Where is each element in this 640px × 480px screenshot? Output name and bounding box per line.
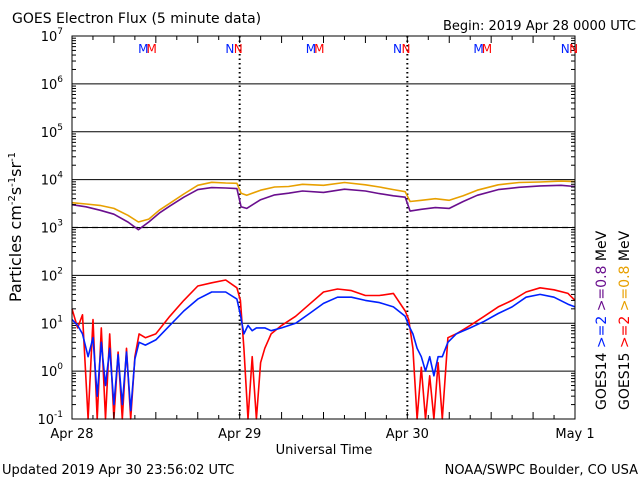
y-tick-exponent: 4	[57, 171, 63, 181]
y-tick-label: 101	[41, 314, 63, 332]
x-tick-label: Apr 28	[50, 427, 93, 442]
y-tick-exponent: 7	[57, 27, 63, 37]
event-marker: M	[306, 42, 316, 56]
event-marker: N	[225, 42, 234, 56]
event-marker: N	[234, 42, 243, 56]
event-marker: N	[401, 42, 410, 56]
credit: NOAA/SWPC Boulder, CO USA	[445, 463, 638, 478]
event-marker: M	[314, 42, 324, 56]
legend-item: GOES15	[617, 353, 633, 410]
event-marker: M	[482, 42, 492, 56]
y-axis-label-part: -1	[7, 177, 18, 187]
x-axis-ticks: Apr 28 Apr 29 Apr 30 May 1	[50, 36, 595, 442]
y-tick-label: 106	[41, 75, 64, 93]
series-line	[71, 291, 576, 412]
updated-time: Updated 2019 Apr 30 23:56:02 UTC	[2, 463, 234, 478]
y-axis-label-part: -2	[7, 195, 18, 205]
y-tick-label: 107	[41, 27, 63, 45]
event-marker: N	[561, 42, 570, 56]
y-tick-exponent: 6	[57, 75, 63, 85]
y-tick-exponent: -1	[54, 410, 63, 420]
legend-item: >=0.8	[594, 266, 610, 316]
y-axis-label-part: sr	[6, 162, 25, 177]
event-marker: M	[473, 42, 483, 56]
y-axis-label-part: -1	[7, 152, 18, 162]
begin-time: Begin: 2019 Apr 28 0000 UTC	[443, 19, 636, 34]
series-line	[71, 279, 576, 420]
x-axis-label: Universal Time	[276, 443, 373, 458]
y-tick-exponent: 5	[57, 123, 63, 133]
legend-item: GOES14	[594, 352, 610, 410]
y-tick-label: 102	[41, 266, 63, 284]
y-tick-exponent: 3	[57, 219, 63, 229]
series-line	[71, 184, 576, 231]
legend-item: MeV	[617, 230, 633, 265]
event-marker: N	[569, 42, 578, 56]
y-tick-label: 100	[41, 362, 64, 380]
y-axis-label-part: s	[6, 187, 25, 195]
x-tick-label: Apr 29	[218, 427, 261, 442]
x-tick-label: Apr 30	[386, 427, 429, 442]
y-tick-label: 103	[41, 219, 63, 237]
y-axis-label: Particles cm-2s-1sr-1	[6, 152, 25, 302]
grid-lines	[72, 36, 575, 419]
legend-column: GOES14 >=2 >=0.8 MeV	[594, 230, 610, 410]
y-tick-label: 105	[41, 123, 63, 141]
legend-item: >=2	[594, 316, 610, 353]
legend-item: >=0.8	[617, 266, 633, 316]
series-line	[71, 180, 576, 223]
y-tick-label: 10-1	[37, 410, 63, 428]
chart-title: GOES Electron Flux (5 minute data)	[12, 11, 261, 27]
event-marker: M	[138, 42, 148, 56]
legend-item: >=2	[617, 316, 633, 353]
y-axis-label-part: Particles cm	[6, 205, 25, 302]
y-tick-exponent: 1	[57, 314, 63, 324]
y-tick-exponent: 0	[57, 362, 63, 372]
plot-area	[71, 180, 576, 420]
event-markers: MM N N MM N N MM N N	[138, 42, 578, 56]
x-tick-label: May 1	[555, 427, 594, 442]
y-tick-label: 104	[41, 171, 64, 189]
y-tick-exponent: 2	[57, 266, 63, 276]
event-marker: M	[146, 42, 156, 56]
legend-item: MeV	[594, 230, 610, 265]
event-marker: N	[393, 42, 402, 56]
legend-column: GOES15 >=2 >=0.8 MeV	[617, 230, 633, 410]
